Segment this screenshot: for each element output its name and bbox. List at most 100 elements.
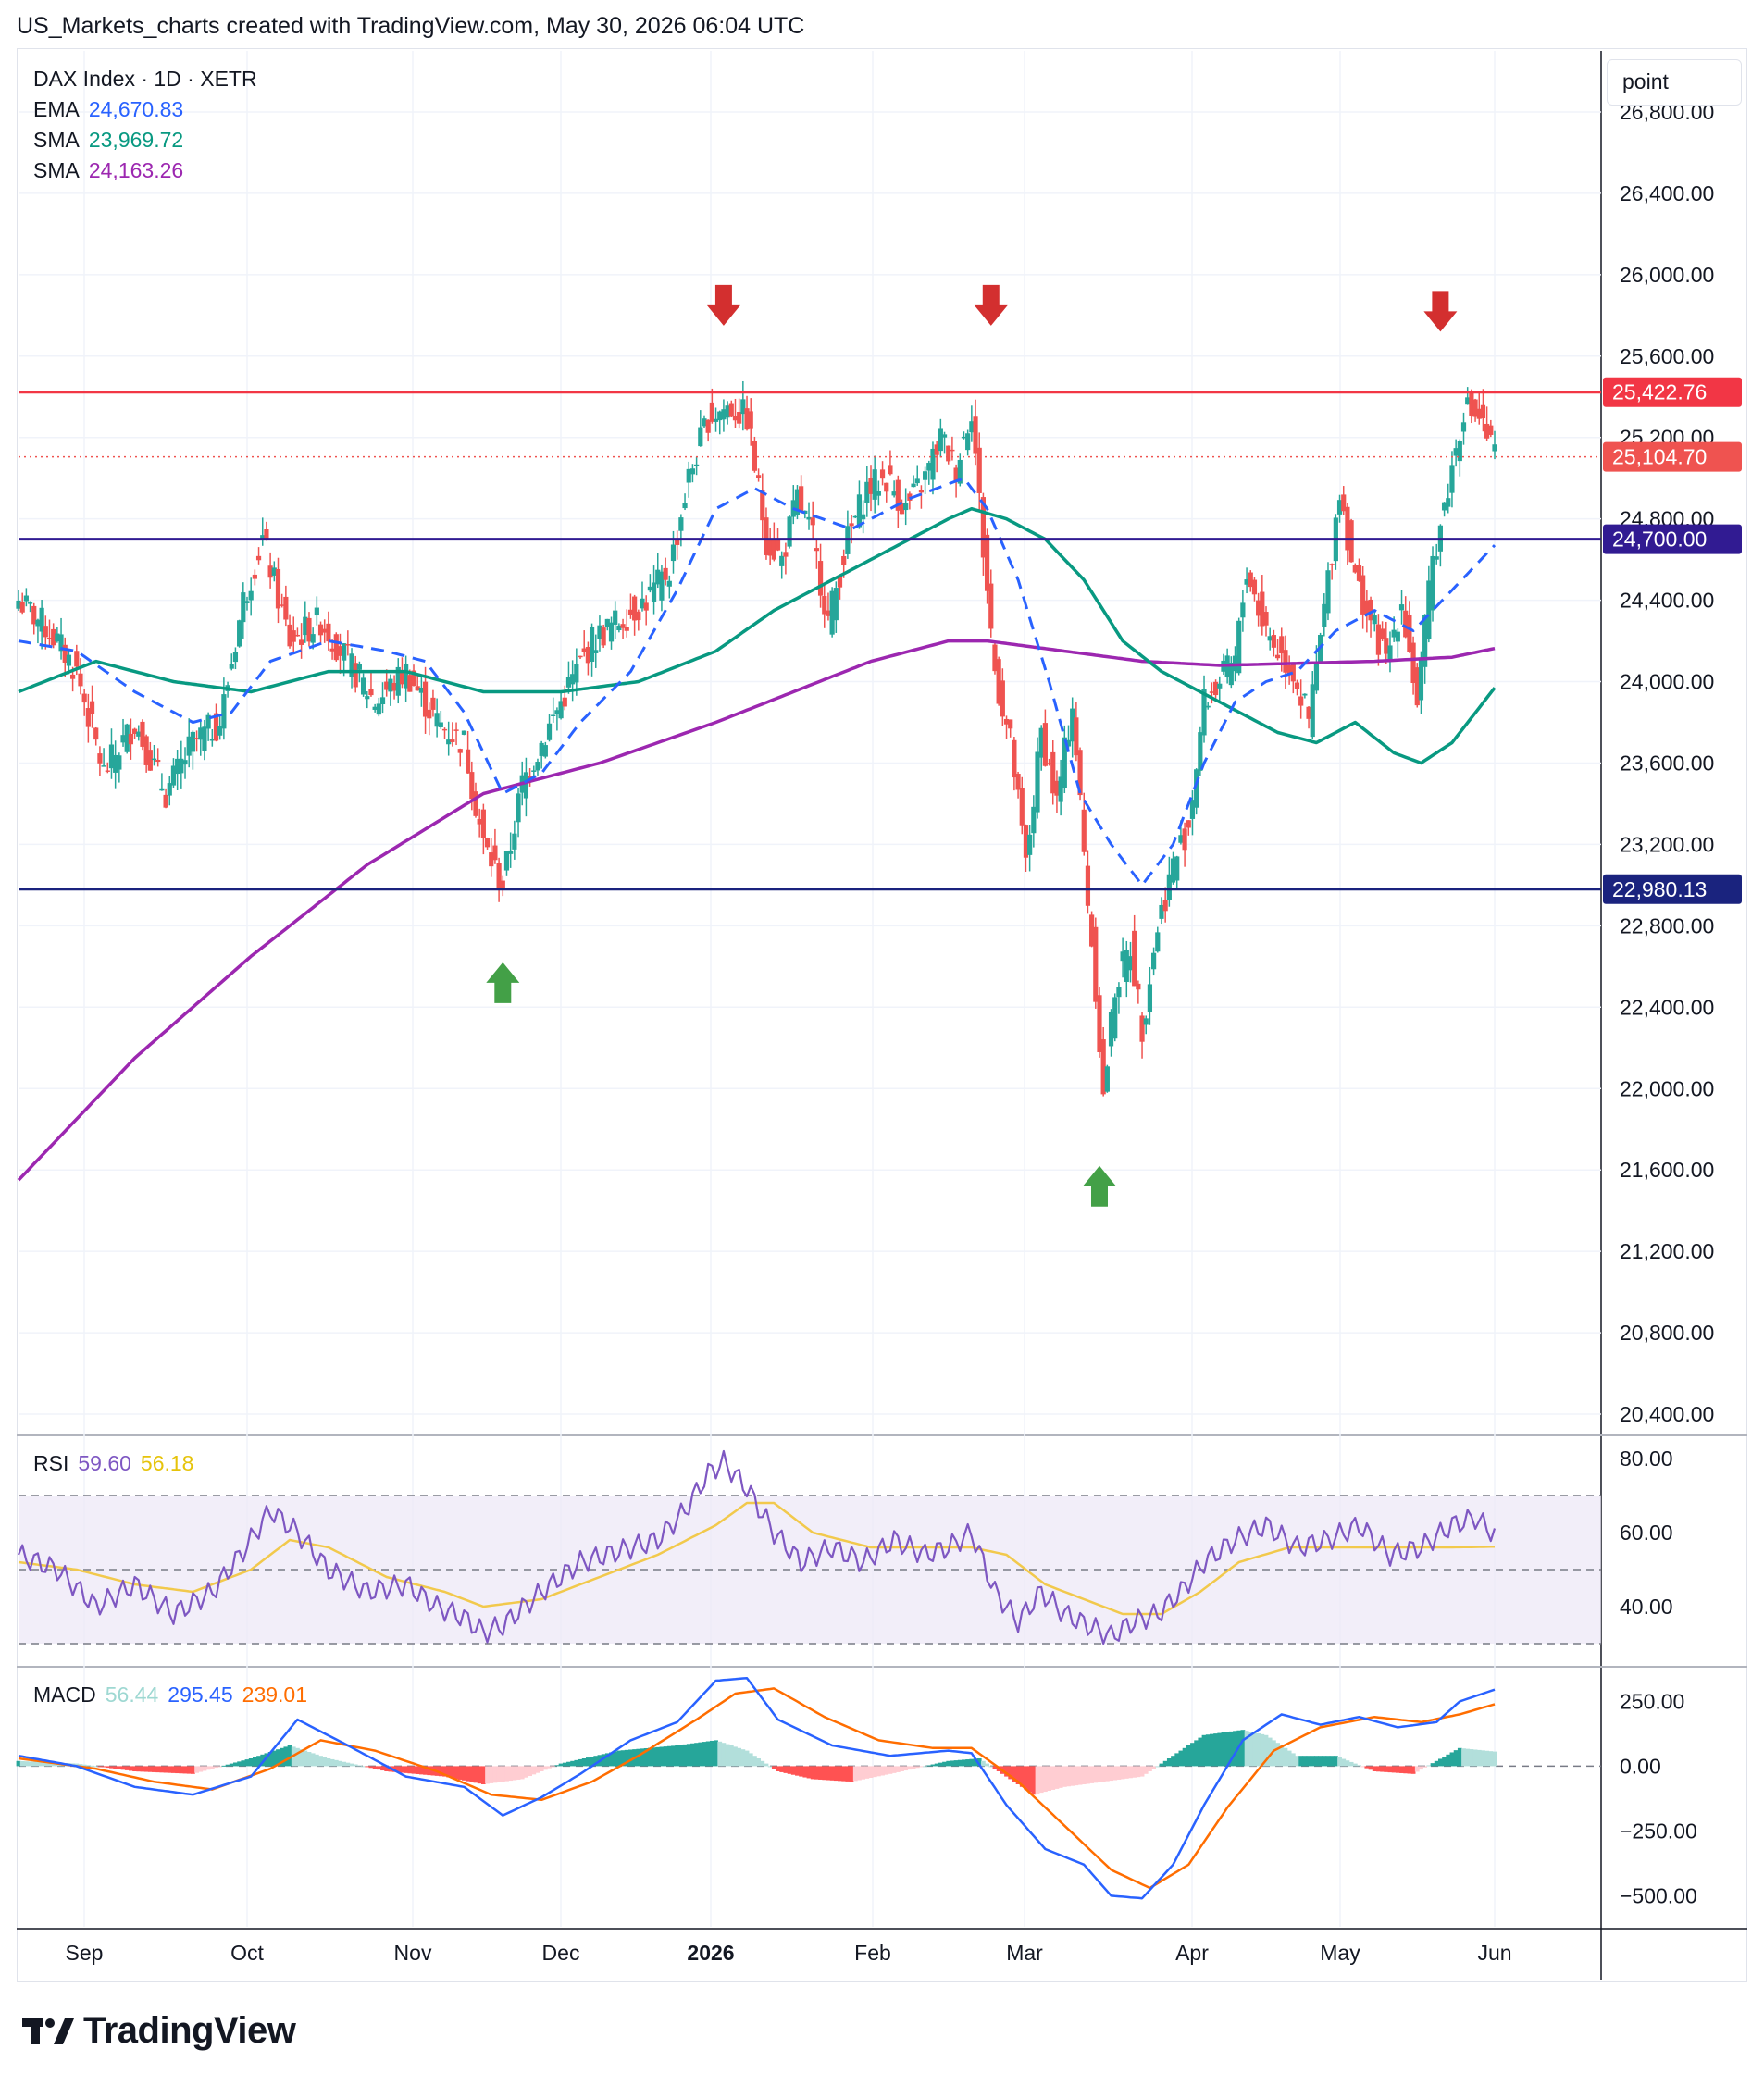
macd-histogram-bar [427, 1766, 432, 1776]
macd-value: 295.45 [168, 1682, 233, 1707]
candle-body [744, 408, 750, 430]
macd-histogram-bar [492, 1766, 498, 1783]
legend-sma1-value: 23,969.72 [88, 128, 184, 152]
candle-body [1460, 422, 1467, 432]
candle-body [1387, 645, 1393, 661]
rsi-line [17, 1449, 1497, 1645]
macd-histogram-bar [1414, 1766, 1420, 1772]
macd-histogram-bar [496, 1766, 502, 1782]
chart-header: US_Markets_charts created with TradingVi… [17, 13, 805, 39]
macd-histogram-bar [790, 1766, 796, 1775]
candle-body [531, 770, 537, 772]
candle-body [484, 838, 491, 848]
macd-histogram-bar [47, 1762, 52, 1767]
candle-body [1283, 650, 1288, 673]
candle-body [353, 663, 358, 688]
macd-histogram-bar [1256, 1732, 1261, 1767]
macd-histogram-bar [1283, 1747, 1288, 1767]
macd-tick-label: −250.00 [1620, 1819, 1697, 1843]
candle-body [1139, 1015, 1145, 1042]
macd-histogram-bar [585, 1757, 590, 1767]
macd-histogram-bar [244, 1759, 250, 1767]
macd-histogram-bar [756, 1758, 761, 1767]
candle-body [93, 727, 99, 740]
legend-title: DAX Index · 1D · XETR [33, 67, 257, 91]
macd-histogram-bar [1267, 1737, 1273, 1767]
candle-body [1108, 1012, 1114, 1047]
tradingview-logo[interactable]: TradingView [22, 2010, 296, 2052]
candle-body [934, 444, 939, 455]
candle-body [1182, 828, 1187, 851]
candle-body [89, 701, 95, 714]
candle-body [1356, 565, 1362, 581]
macd-histogram-bar [1081, 1766, 1087, 1784]
candle-body [752, 441, 758, 471]
candle-body [911, 483, 916, 488]
candle-body [1375, 624, 1382, 655]
macd-histogram-bar [973, 1758, 978, 1767]
macd-histogram-bar [1279, 1745, 1285, 1767]
macd-histogram-bar [1469, 1749, 1474, 1767]
macd-histogram-bar [864, 1766, 870, 1779]
candle-body [1112, 997, 1118, 1039]
candle-body [581, 648, 587, 652]
candle-body [1352, 565, 1358, 573]
macd-histogram-bar [528, 1766, 532, 1777]
macd-histogram-bar [504, 1766, 509, 1782]
time-tick-label: Apr [1175, 1941, 1209, 1965]
candle-body [128, 733, 134, 745]
macd-histogram-bar [480, 1766, 486, 1784]
candle-body [965, 433, 971, 451]
candle-body [1209, 691, 1214, 693]
candle-body [1345, 506, 1350, 551]
macd-histogram-bar [1062, 1766, 1067, 1787]
candle-body [675, 540, 680, 545]
price-unit-button[interactable]: point [1607, 59, 1742, 106]
candle-body [1058, 776, 1063, 802]
macd-histogram-bar [779, 1766, 785, 1772]
macd-histogram-bar [1066, 1766, 1071, 1787]
macd-histogram-bar [714, 1740, 718, 1767]
candle-body [1081, 809, 1087, 852]
macd-histogram-bar [101, 1766, 106, 1768]
macd-histogram-bar [248, 1758, 254, 1767]
candle-body [427, 709, 432, 719]
macd-histogram-bar [666, 1745, 672, 1767]
candle-body [755, 475, 762, 478]
macd-histogram-bar [1384, 1766, 1389, 1772]
macd-histogram-bar [1271, 1740, 1276, 1767]
time-tick-label: Jun [1477, 1941, 1511, 1965]
time-tick-label: May [1320, 1941, 1360, 1965]
macd-histogram-bar [1298, 1756, 1304, 1767]
candle-body [1434, 556, 1439, 560]
macd-histogram-bar [814, 1766, 819, 1780]
macd-histogram-bar [806, 1766, 812, 1779]
macd-histogram-bar [857, 1766, 862, 1781]
candle-body [1027, 834, 1033, 855]
candle-body [477, 819, 482, 825]
candle-body [682, 503, 688, 509]
candle-body [101, 765, 106, 767]
macd-histogram-bar [1329, 1756, 1335, 1767]
candle-body [1089, 914, 1095, 947]
macd-histogram-bar [593, 1756, 599, 1767]
candle-body [593, 650, 599, 653]
candle-body [806, 516, 812, 520]
macd-histogram-bar [767, 1766, 773, 1768]
candle-body [565, 677, 572, 688]
macd-histogram-bar [1112, 1766, 1118, 1781]
candle-body [732, 416, 739, 421]
macd-histogram-bar [1174, 1753, 1180, 1767]
macd-histogram-bar [647, 1747, 652, 1767]
macd-histogram-bar [264, 1753, 269, 1767]
candle-body [1186, 820, 1191, 828]
macd-histogram-bar [1240, 1730, 1246, 1767]
macd-histogram-bar [438, 1766, 443, 1777]
macd-histogram-bar [1038, 1766, 1044, 1794]
macd-histogram-bar [473, 1766, 478, 1783]
candle-body [388, 678, 393, 692]
candle-body [616, 625, 622, 631]
macd-histogram-bar [1368, 1766, 1373, 1770]
candle-body [1054, 780, 1060, 796]
